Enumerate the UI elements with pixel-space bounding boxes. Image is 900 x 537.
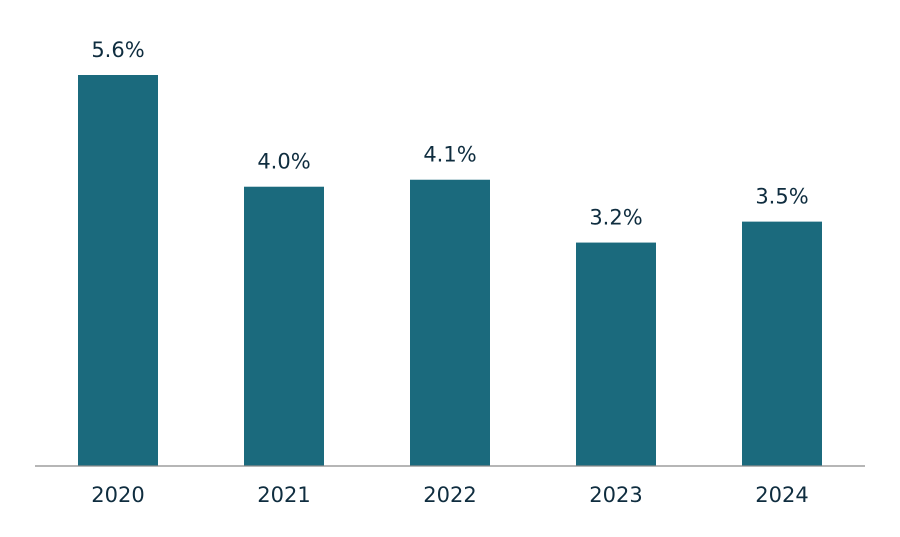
x-tick-label-2021: 2021 bbox=[257, 483, 310, 507]
bar-2022 bbox=[410, 179, 490, 466]
bar-2020 bbox=[78, 75, 158, 466]
x-tick-label-2023: 2023 bbox=[589, 483, 642, 507]
value-label-2023: 3.2% bbox=[589, 206, 642, 230]
value-label-2021: 4.0% bbox=[257, 150, 310, 174]
bars-group bbox=[78, 75, 822, 466]
bar-2021 bbox=[244, 186, 324, 466]
value-label-2024: 3.5% bbox=[755, 185, 808, 209]
bar-2023 bbox=[576, 242, 656, 466]
x-tick-label-2022: 2022 bbox=[423, 483, 476, 507]
x-tick-label-2020: 2020 bbox=[91, 483, 144, 507]
x-tick-label-2024: 2024 bbox=[755, 483, 808, 507]
value-label-2022: 4.1% bbox=[423, 143, 476, 167]
bar-2024 bbox=[742, 221, 822, 466]
value-labels-group: 5.6% 4.0% 4.1% 3.2% 3.5% bbox=[91, 38, 808, 230]
x-tick-labels-group: 2020 2021 2022 2023 2024 bbox=[91, 483, 808, 507]
value-label-2020: 5.6% bbox=[91, 38, 144, 62]
